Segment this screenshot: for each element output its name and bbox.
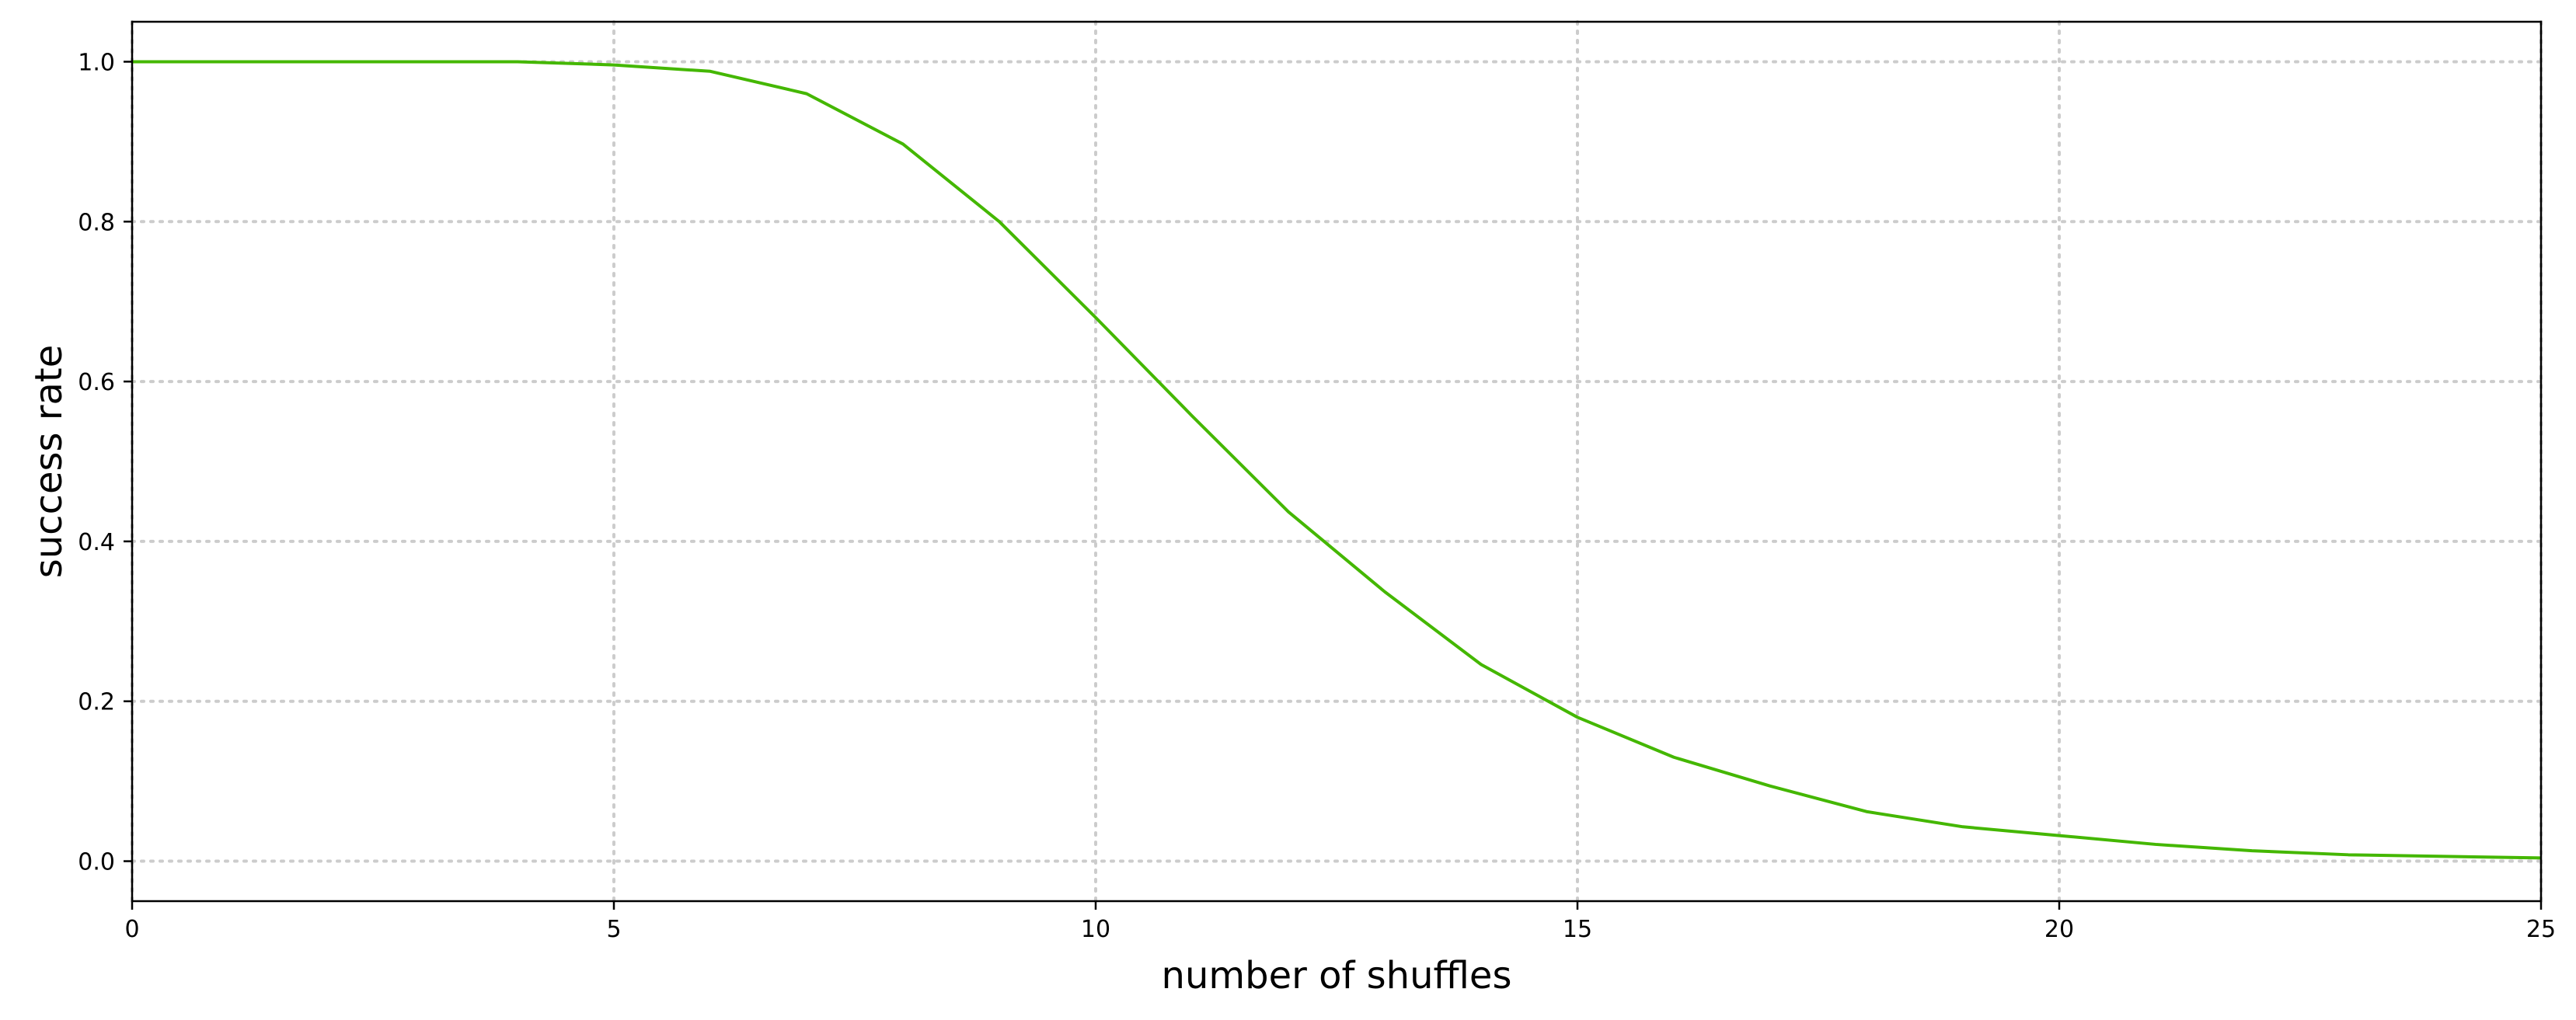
- x-tick-label: 25: [2526, 916, 2556, 943]
- x-tick-label: 20: [2044, 916, 2074, 943]
- x-tick-label: 5: [606, 916, 621, 943]
- y-tick-label: 0.4: [78, 529, 115, 556]
- x-tick-label: 10: [1081, 916, 1110, 943]
- x-tick-label: 0: [124, 916, 139, 943]
- y-axis-label: success rate: [27, 345, 71, 579]
- x-axis-label: number of shuffles: [1162, 954, 1512, 997]
- y-tick-label: 0.2: [78, 689, 115, 716]
- x-tick-label: 15: [1563, 916, 1592, 943]
- y-tick-label: 0.6: [78, 369, 115, 396]
- y-tick-label: 0.8: [78, 209, 115, 236]
- y-tick-label: 1.0: [78, 49, 115, 76]
- y-tick-label: 0.0: [78, 849, 115, 876]
